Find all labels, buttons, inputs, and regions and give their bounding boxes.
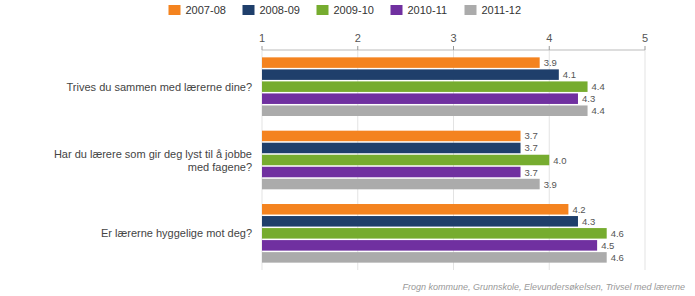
bar [262,179,540,190]
legend-swatch [391,5,403,15]
bar [262,155,549,166]
legend-label: 2011-12 [482,4,522,16]
bar [262,81,588,92]
bar [262,228,607,239]
bars [262,57,607,262]
data-label: 4.6 [611,228,624,239]
data-label: 4.5 [601,240,614,251]
legend-label: 2010-11 [408,4,448,16]
legend-swatch [465,5,477,15]
category-label: Trives du sammen med lærerne dine? [67,81,252,93]
data-label: 3.9 [544,57,557,68]
tick-label: 2 [355,32,361,44]
tick-label: 4 [546,32,552,44]
grid [262,50,645,270]
tick-label: 3 [450,32,456,44]
bar [262,57,540,68]
data-label: 3.7 [525,130,538,141]
bar [262,105,588,116]
x-axis: 1 2 3 4 5 [259,32,648,50]
category-label: Har du lærere som gir deg lyst til å job… [54,148,252,173]
data-label: 3.9 [544,179,557,190]
data-labels: 3.94.14.44.34.43.73.74.03.73.94.24.34.64… [525,57,624,263]
bar [262,143,521,154]
grid-line [645,50,646,270]
legend-swatch [317,5,329,15]
legend: 2007-08 2008-09 2009-10 2010-11 2011-12 [169,4,522,16]
data-label: 3.7 [525,142,538,153]
data-label: 4.3 [582,216,595,227]
bar [262,252,607,263]
tick-mark [645,46,646,50]
chart-container: 123453.94.14.44.34.43.73.74.03.73.94.24.… [0,0,695,296]
bar [262,240,597,251]
legend-label: 2009-10 [334,4,374,16]
data-label: 4.4 [592,81,605,92]
category-labels: Trives du sammen med lærerne dine? Har du… [54,81,252,240]
bar [262,69,559,80]
legend-swatch [243,5,255,15]
legend-label: 2007-08 [186,4,226,16]
data-label: 4.3 [582,93,595,104]
data-label: 4.0 [553,155,566,166]
bar [262,167,521,178]
bar [262,216,578,227]
data-label: 3.7 [525,167,538,178]
footnote: Frogn kommune, Grunnskole, Elevundersøke… [403,282,685,292]
bar [262,131,521,142]
tick-mark [262,46,263,50]
legend-swatch [169,5,181,15]
tick-mark [357,46,358,50]
data-label: 4.6 [611,252,624,263]
tick-label: 5 [642,32,648,44]
chart: 123453.94.14.44.34.43.73.74.03.73.94.24.… [0,0,695,296]
data-label: 4.2 [572,204,585,215]
data-label: 4.1 [563,69,576,80]
tick-mark [453,46,454,50]
legend-label: 2008-09 [260,4,300,16]
bar [262,204,568,215]
tick-mark [549,46,550,50]
data-label: 4.4 [592,105,605,116]
bar [262,93,578,104]
category-label: Er lærerne hyggelige mot deg? [101,227,252,239]
tick-label: 1 [259,32,265,44]
